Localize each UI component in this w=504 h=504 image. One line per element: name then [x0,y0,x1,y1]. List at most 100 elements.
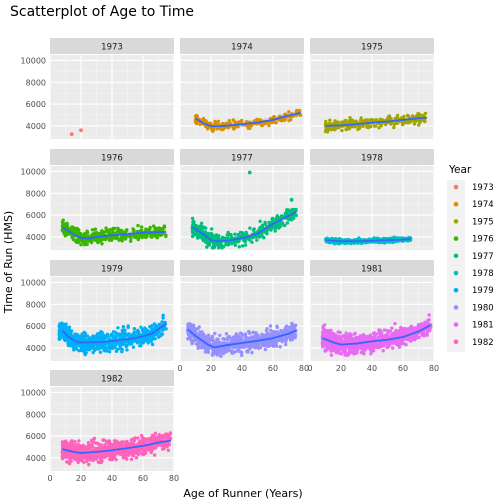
data-point [142,447,146,451]
data-point [232,345,236,350]
data-point [365,345,369,349]
data-point [214,236,219,241]
data-point [290,209,294,213]
facet-strip-label: 1977 [231,154,253,164]
data-point [236,125,240,129]
data-point [258,219,262,223]
data-point [119,333,123,338]
data-point [91,440,95,444]
data-point [189,335,193,339]
data-point [206,242,210,246]
data-point [153,227,157,231]
data-point [161,316,165,320]
data-point [260,225,265,230]
data-point [126,324,130,328]
data-point [421,113,425,118]
facet-strip [180,260,304,276]
y-tick-label: 10000 [21,56,46,65]
data-point [369,352,373,356]
data-point [196,236,200,240]
data-point [79,346,84,351]
data-point [226,243,231,247]
data-point [204,226,208,230]
data-point [343,335,347,339]
data-point [136,442,141,446]
data-point [222,337,227,341]
data-point [197,232,201,236]
data-point [351,125,355,129]
data-point [251,330,255,334]
facet-strip-label: 1980 [231,265,253,275]
data-point [248,347,252,351]
data-point [218,349,222,353]
data-point [199,345,204,350]
x-tick-label: 20 [76,474,86,483]
data-point [324,344,328,348]
data-point [143,438,147,443]
data-point [333,333,338,337]
data-point [390,341,394,345]
data-point [199,224,204,228]
data-point [257,341,261,345]
data-point [102,349,107,353]
data-point [76,240,81,245]
data-point [390,326,394,330]
x-tick-label: 80 [429,364,439,373]
data-point [224,242,228,247]
legend-label-1979: 1979 [472,286,494,296]
data-point [71,237,76,242]
data-point [273,339,277,343]
data-point [266,342,271,346]
data-point [58,322,62,326]
data-point [98,344,102,348]
data-point [282,118,286,123]
data-point [66,341,70,346]
facet-strip-label: 1979 [101,265,123,275]
data-point [162,435,166,439]
x-tick-label: 40 [367,364,377,373]
data-point [374,124,378,128]
facet-strip-label: 1978 [361,154,383,164]
data-point [280,339,284,344]
data-point [343,119,347,123]
data-point [321,334,325,338]
data-point [187,324,192,329]
data-point [238,331,243,335]
data-point [107,346,112,350]
data-point [150,342,155,347]
data-point [110,346,114,351]
data-point [426,318,430,323]
legend-label-1975: 1975 [472,217,494,227]
data-point [251,235,255,239]
data-point [328,332,333,336]
data-point [89,456,93,460]
facet-panel-1977: 1977 [179,149,305,250]
data-point [206,232,211,236]
data-point [267,123,271,128]
data-point [111,335,115,339]
data-point [260,234,264,238]
data-point [83,454,87,458]
data-point [70,439,74,443]
data-point [243,332,248,336]
data-point [190,216,195,221]
data-point [233,232,237,236]
data-point [144,328,148,332]
data-point [343,353,347,357]
data-point [371,331,376,335]
data-point [418,112,422,117]
data-point [86,234,91,238]
data-point [129,457,134,461]
data-point [116,237,120,241]
data-point [78,444,82,448]
facet-strip-label: 1982 [101,375,123,385]
data-point [66,328,70,332]
data-point [271,342,275,346]
data-point [74,445,78,449]
trend-line [325,116,427,127]
data-point [120,347,124,352]
data-point [209,338,213,342]
data-point [79,128,83,133]
data-point [132,330,137,334]
